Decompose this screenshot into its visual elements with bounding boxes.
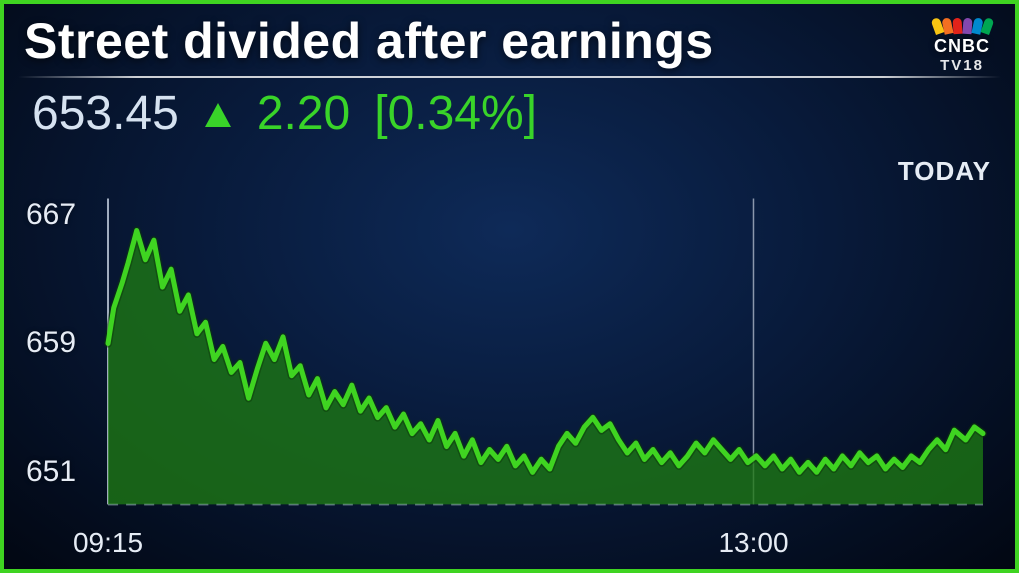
up-arrow-icon bbox=[203, 101, 233, 131]
peacock-icon bbox=[927, 18, 997, 34]
chart-plot bbox=[104, 190, 987, 517]
price-quote: 653.45 2.20 [0.34%] bbox=[32, 86, 537, 141]
timeframe-label: TODAY bbox=[898, 156, 991, 187]
x-axis-tick: 13:00 bbox=[718, 527, 788, 559]
y-axis-tick: 651 bbox=[26, 455, 76, 489]
y-axis-tick: 659 bbox=[26, 326, 76, 360]
x-axis-tick: 09:15 bbox=[73, 527, 143, 559]
chart-area: 66765965109:1513:00 bbox=[26, 190, 993, 517]
last-price: 653.45 bbox=[32, 86, 179, 141]
price-change: 2.20 bbox=[257, 86, 350, 141]
headline-text: Street divided after earnings bbox=[24, 12, 714, 70]
headline-divider bbox=[18, 76, 1001, 78]
logo-text-2: TV18 bbox=[927, 57, 997, 74]
broadcast-frame: CNBC TV18 Street divided after earnings … bbox=[4, 4, 1015, 569]
price-change-pct: [0.34%] bbox=[374, 86, 537, 141]
network-logo: CNBC TV18 bbox=[927, 18, 997, 74]
chart-svg bbox=[104, 190, 987, 517]
y-axis-tick: 667 bbox=[26, 198, 76, 232]
logo-text-1: CNBC bbox=[927, 36, 997, 57]
